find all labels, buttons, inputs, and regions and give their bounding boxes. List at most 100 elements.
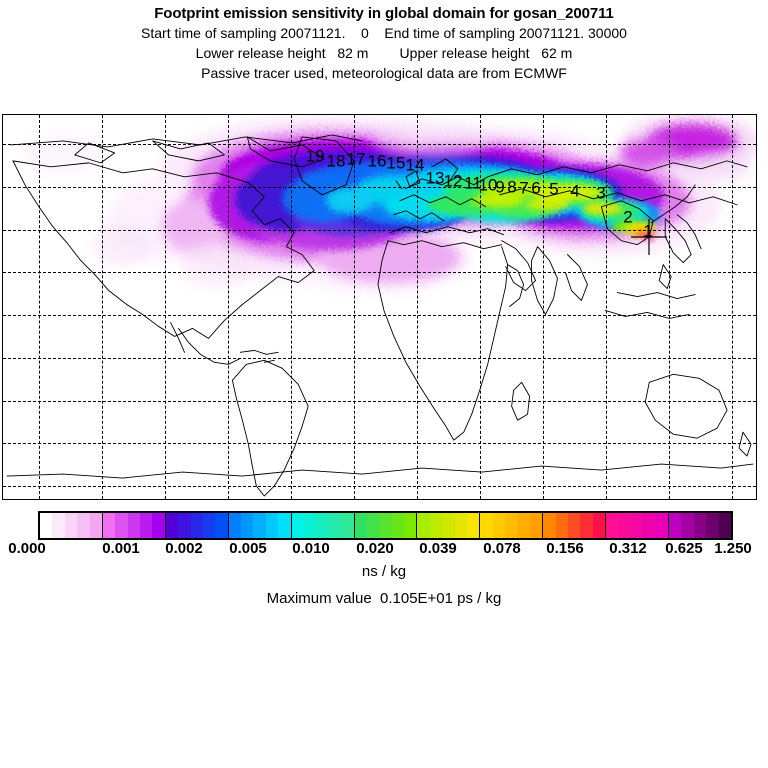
trajectory-hour-label: 16: [367, 151, 387, 171]
trajectory-hour-label: 11: [464, 173, 482, 193]
colorbar-tick-label: 0.010: [292, 540, 330, 557]
colorbar-cell: [190, 513, 203, 538]
sampling-time-line: Start time of sampling 20071121. 0 End t…: [141, 25, 627, 41]
colorbar-tick-label: 0.020: [356, 540, 394, 557]
colorbar-cell: [102, 513, 116, 538]
gridline-horizontal: [3, 486, 756, 487]
colorbar-cell: [706, 513, 719, 538]
colorbar-tick-label: 0.039: [419, 540, 457, 557]
colorbar-cell: [165, 513, 179, 538]
release-height-line: Lower release height 82 m Upper release …: [195, 45, 573, 61]
colorbar-cell: [278, 513, 291, 538]
colorbar-band: [417, 513, 481, 538]
colorbar-cell: [480, 513, 493, 538]
colorbar-tick-label: 1.250: [714, 540, 752, 557]
gridline-vertical: [165, 115, 166, 499]
colorbar-tick-label: 0.312: [609, 540, 647, 557]
trajectory-hour-label: 10: [478, 175, 498, 195]
colorbar-cell: [568, 513, 581, 538]
trajectory-hour-label: 3: [596, 183, 606, 203]
colorbar-band: [669, 513, 731, 538]
colorbar-cell: [228, 513, 242, 538]
release-site-marker: [631, 219, 667, 255]
colorbar-tick-label: 0.002: [165, 540, 203, 557]
colorbar-cell: [77, 513, 90, 538]
colorbar-cell: [304, 513, 317, 538]
global-map-panel: 19 18 17 16 15 14 13 12 11 10 9 8 7 6 5 4 3 2 1: [2, 114, 757, 500]
colorbar-cell: [429, 513, 443, 538]
colorbar-cell: [404, 513, 417, 538]
colorbar-cell: [555, 513, 568, 538]
colorbar-cell: [442, 513, 455, 538]
trajectory-hour-label: 8: [507, 177, 517, 197]
colorbar-cell: [454, 513, 467, 538]
gridline-vertical: [102, 115, 103, 499]
colorbar-tick-labels: 0.000 0.001 0.002 0.005 0.010 0.020 0.039 0.078…: [0, 540, 768, 560]
gridline-vertical: [291, 115, 292, 499]
map-inner: 19 18 17 16 15 14 13 12 11 10 9 8 7 6 5 4 3 2 1: [3, 115, 756, 499]
colorbar-band: [291, 513, 355, 538]
gridline-horizontal: [3, 443, 756, 444]
colorbar-cell: [643, 513, 656, 538]
colorbar-cell: [592, 513, 606, 538]
colorbar-cell: [115, 513, 128, 538]
gridline-vertical: [543, 115, 544, 499]
colorbar-tick-label: 0.001: [102, 540, 140, 557]
gridline-vertical: [228, 115, 229, 499]
trajectory-hour-label: 4: [570, 181, 580, 201]
colorbar-cell: [140, 513, 153, 538]
colorbar-cell: [492, 513, 506, 538]
colorbar-cell: [379, 513, 392, 538]
page-title: Footprint emission sensitivity in global…: [154, 5, 614, 22]
colorbar-cell: [178, 513, 191, 538]
colorbar-band: [102, 513, 166, 538]
colorbar-cell: [354, 513, 367, 538]
colorbar-cell: [417, 513, 430, 538]
colorbar-cell: [669, 513, 682, 538]
colorbar-cell: [152, 513, 165, 538]
maximum-value-label: Maximum value 0.105E+01 ps / kg: [266, 590, 502, 607]
gridline-horizontal: [3, 187, 756, 188]
trajectory-hour-label: 9: [495, 177, 505, 197]
gridline-vertical: [669, 115, 670, 499]
tracer-met-line: Passive tracer used, meteorological data…: [201, 65, 567, 81]
colorbar-cell: [89, 513, 102, 538]
colorbar-band: [40, 513, 103, 538]
gridline-vertical: [39, 115, 40, 499]
colorbar-cell: [241, 513, 254, 538]
plume-far-field: [22, 120, 752, 289]
trajectory-hour-label: 6: [531, 178, 541, 198]
gridline-horizontal: [3, 315, 756, 316]
trajectory-hour-label: 2: [623, 207, 633, 227]
colorbar-cell: [517, 513, 530, 538]
colorbar-cell: [328, 513, 342, 538]
colorbar-cell: [316, 513, 329, 538]
colorbar-cell: [718, 513, 731, 538]
colorbar-band: [480, 513, 544, 538]
trajectory-hour-label: 15: [386, 153, 406, 173]
colorbar-cell: [655, 513, 669, 538]
plot-header: Footprint emission sensitivity in global…: [0, 0, 768, 83]
colorbar-cell: [202, 513, 216, 538]
colorbar-cell: [291, 513, 304, 538]
colorbar-units-label: ns / kg: [361, 563, 407, 580]
colorbar-cell: [253, 513, 266, 538]
colorbar-cell: [215, 513, 228, 538]
colorbar-cell: [341, 513, 354, 538]
gridline-horizontal: [3, 230, 756, 231]
colorbar-band: [354, 513, 418, 538]
trajectory-hour-label: 12: [443, 171, 463, 191]
gridline-vertical: [417, 115, 418, 499]
colorbar-bands: [40, 513, 731, 538]
colorbar-cell: [40, 513, 53, 538]
colorbar-band: [228, 513, 292, 538]
colorbar-band: [165, 513, 229, 538]
trajectory-hour-label: 13: [425, 168, 445, 188]
gridline-vertical: [732, 115, 733, 499]
colorbar-cell: [606, 513, 619, 538]
colorbar-tick-label: 0.625: [665, 540, 703, 557]
colorbar-cell: [630, 513, 644, 538]
colorbar-cell: [529, 513, 543, 538]
trajectory-hour-label: 1: [643, 221, 653, 241]
